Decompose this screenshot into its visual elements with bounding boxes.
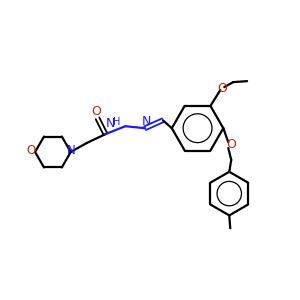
Text: O: O bbox=[218, 82, 227, 94]
Text: N: N bbox=[141, 115, 151, 128]
Text: N: N bbox=[67, 143, 76, 157]
Text: O: O bbox=[26, 145, 36, 158]
Text: O: O bbox=[226, 138, 236, 151]
Text: O: O bbox=[92, 105, 101, 118]
Text: H: H bbox=[112, 117, 120, 127]
Text: N: N bbox=[106, 117, 115, 130]
